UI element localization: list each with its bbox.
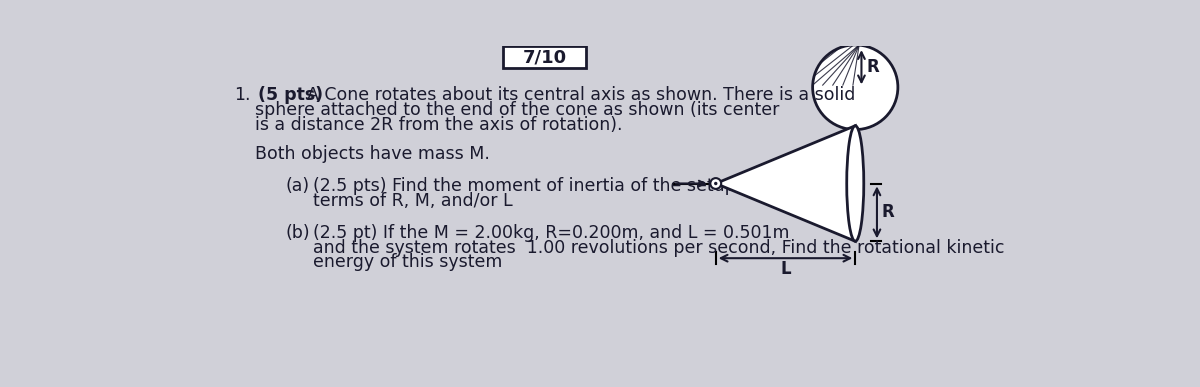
Text: A Cone rotates about its central axis as shown. There is a solid: A Cone rotates about its central axis as… bbox=[306, 86, 854, 104]
Circle shape bbox=[812, 45, 898, 130]
Text: and the system rotates  1.00 revolutions per second, Find the rotational kinetic: and the system rotates 1.00 revolutions … bbox=[313, 239, 1004, 257]
Text: R: R bbox=[882, 204, 894, 221]
Circle shape bbox=[710, 178, 721, 189]
Text: terms of R, M, and/or L: terms of R, M, and/or L bbox=[313, 192, 512, 210]
Text: (b): (b) bbox=[286, 224, 311, 242]
Circle shape bbox=[714, 182, 718, 185]
Text: sphere attached to the end of the cone as shown (its center: sphere attached to the end of the cone a… bbox=[254, 101, 779, 119]
Text: (2.5 pts) Find the moment of inertia of the setup in: (2.5 pts) Find the moment of inertia of … bbox=[313, 177, 757, 195]
Text: energy of this system: energy of this system bbox=[313, 253, 502, 271]
Text: (a): (a) bbox=[286, 177, 310, 195]
Text: 1.: 1. bbox=[234, 86, 250, 104]
Polygon shape bbox=[715, 126, 856, 241]
Text: is a distance 2R from the axis of rotation).: is a distance 2R from the axis of rotati… bbox=[254, 116, 622, 134]
Text: L: L bbox=[780, 260, 791, 278]
Text: Both objects have mass M.: Both objects have mass M. bbox=[254, 145, 490, 163]
Text: (5 pts): (5 pts) bbox=[258, 86, 324, 104]
Text: R: R bbox=[866, 58, 878, 76]
Bar bbox=[503, 46, 587, 68]
Ellipse shape bbox=[847, 126, 864, 241]
Text: (2.5 pt) If the M = 2.00kg, R=0.200m, and L = 0.501m: (2.5 pt) If the M = 2.00kg, R=0.200m, an… bbox=[313, 224, 790, 242]
Text: 7/10: 7/10 bbox=[522, 48, 566, 66]
